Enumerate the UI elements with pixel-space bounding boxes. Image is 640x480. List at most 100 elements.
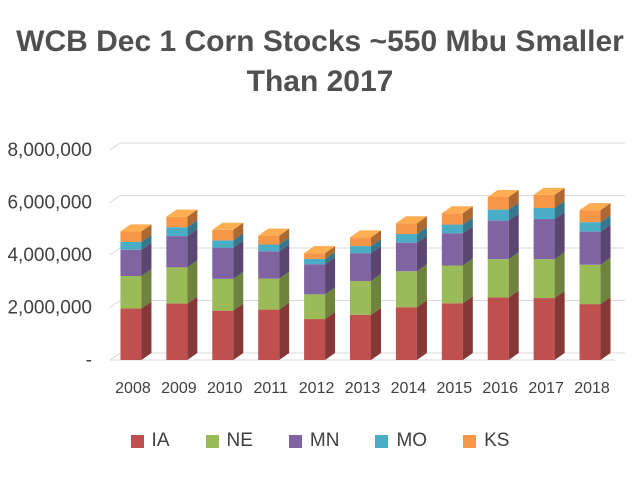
x-tick-label: 2009 — [161, 380, 197, 397]
bar-ne-2009 — [166, 267, 188, 304]
bar-mn-2014 — [395, 242, 417, 272]
legend-swatch — [463, 434, 477, 448]
bar-ia-2015 — [441, 303, 463, 360]
bar-top-2014 — [395, 216, 427, 224]
gridline-side — [109, 142, 121, 151]
bar-side-mo-2015 — [462, 217, 473, 234]
bar-ia-2013 — [350, 314, 371, 360]
y-tick-label: - — [86, 350, 92, 371]
bar-mn-2010 — [212, 247, 234, 279]
legend-swatch — [130, 434, 144, 448]
legend-label: MO — [396, 430, 428, 451]
bar-side-ks-2017 — [554, 187, 565, 209]
bar-ne-2008 — [120, 276, 142, 309]
bar-mn-2017 — [533, 219, 555, 260]
gridline-side — [109, 352, 121, 361]
bar-ne-2017 — [533, 259, 555, 299]
bar-side-ks-2013 — [371, 230, 381, 247]
legend-label: KS — [484, 430, 510, 451]
bar-mn-2018 — [579, 231, 601, 265]
bar-side-mo-2012 — [325, 251, 336, 265]
bar-side-mo-2010 — [233, 233, 244, 248]
bar-mn-2009 — [166, 236, 188, 268]
bar-ia-2012 — [304, 319, 326, 360]
bar-mo-2012 — [304, 258, 326, 265]
y-tick-label: 2,000,000 — [7, 298, 92, 319]
x-tick-label: 2010 — [207, 380, 243, 397]
bar-ks-2015 — [441, 213, 463, 225]
x-tick-label: 2016 — [482, 380, 518, 397]
gridline-side — [109, 195, 121, 203]
bar-top-2013 — [350, 230, 381, 238]
bar-ia-2008 — [120, 308, 142, 360]
bar-ne-2018 — [579, 264, 601, 305]
bar-ks-2010 — [212, 229, 234, 241]
bar-mn-2016 — [487, 220, 509, 260]
legend-swatch — [375, 434, 389, 448]
legend-swatch — [288, 434, 302, 448]
bar-top-2015 — [441, 206, 473, 214]
bar-side-mo-2018 — [600, 215, 611, 232]
bar-ia-2014 — [395, 307, 417, 360]
bar-side-ia-2016 — [508, 290, 519, 360]
legend-label: IA — [151, 430, 170, 451]
bar-side-ne-2014 — [416, 264, 427, 308]
bar-ne-2014 — [395, 271, 417, 308]
y-tick-label: 6,000,000 — [7, 193, 92, 214]
bar-side-ia-2017 — [554, 291, 565, 360]
bar-ks-2017 — [533, 194, 555, 209]
bar-side-ne-2009 — [187, 260, 198, 304]
bar-ia-2016 — [487, 297, 509, 360]
bar-side-mn-2008 — [141, 242, 152, 276]
bar-side-ia-2009 — [187, 296, 198, 360]
chart-legend: IA NE MN MO KS — [0, 430, 640, 452]
bar-side-ia-2010 — [233, 303, 244, 360]
bar-ks-2014 — [395, 223, 417, 234]
bar-side-ne-2010 — [233, 271, 244, 311]
bar-side-ia-2015 — [462, 296, 473, 360]
bar-side-ks-2015 — [462, 206, 473, 225]
bar-side-ne-2017 — [554, 252, 565, 299]
legend-label: NE — [226, 430, 253, 451]
bar-top-2017 — [533, 187, 565, 195]
bar-ne-2016 — [487, 259, 509, 298]
bar-side-ks-2016 — [508, 189, 519, 210]
bar-side-mn-2018 — [600, 224, 611, 265]
bar-side-mo-2009 — [187, 220, 198, 237]
bar-side-ia-2013 — [371, 307, 381, 360]
bar-top-2012 — [304, 246, 336, 254]
legend-label: MN — [309, 430, 340, 451]
x-tick-label: 2015 — [437, 380, 473, 397]
y-tick-label: 8,000,000 — [7, 140, 92, 161]
bar-mn-2008 — [120, 249, 142, 276]
x-tick-label: 2013 — [345, 380, 381, 397]
bar-side-ne-2013 — [371, 273, 381, 315]
bar-ks-2008 — [120, 231, 142, 242]
bar-side-mn-2011 — [279, 244, 290, 279]
bar-top-2011 — [258, 228, 290, 236]
bar-side-ne-2011 — [279, 271, 290, 310]
bar-ia-2010 — [212, 310, 234, 360]
bar-side-ks-2010 — [233, 222, 244, 241]
bar-ks-2013 — [350, 237, 371, 247]
chart-title-line1: WCB Dec 1 Corn Stocks ~550 Mbu Smaller — [16, 25, 624, 58]
bar-top-2016 — [487, 189, 519, 197]
bar-top-2009 — [166, 209, 198, 217]
gridline-side — [109, 300, 121, 308]
bar-ne-2015 — [441, 265, 463, 304]
bar-top-2008 — [120, 224, 152, 232]
bar-side-mo-2008 — [141, 234, 152, 250]
x-tick-label: 2014 — [391, 380, 427, 397]
legend-item-mo: MO — [375, 430, 427, 452]
bar-ia-2017 — [533, 298, 555, 360]
bar-mo-2015 — [441, 224, 463, 234]
chart-title-line2: Than 2017 — [246, 65, 394, 98]
bar-ks-2018 — [579, 210, 601, 223]
bar-side-mn-2014 — [416, 235, 427, 272]
bar-side-ia-2011 — [279, 302, 290, 360]
bar-ks-2009 — [166, 216, 188, 228]
bar-side-ks-2009 — [187, 209, 198, 228]
bar-mo-2016 — [487, 209, 509, 221]
x-tick-label: 2018 — [574, 380, 610, 397]
